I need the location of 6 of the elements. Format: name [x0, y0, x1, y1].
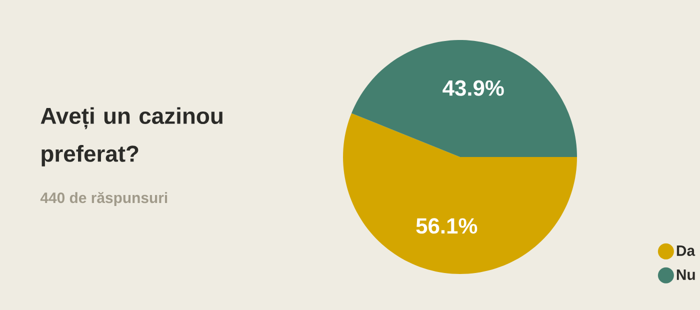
text: Aveți un cazinou preferat? [40, 107, 222, 166]
legend-label: Nu [676, 270, 695, 280]
legend-label: Da [676, 246, 696, 256]
data-label: 43.9% [442, 80, 504, 96]
text: 440 de răspunsuri [40, 192, 168, 206]
data-label: 56.1% [416, 218, 478, 234]
